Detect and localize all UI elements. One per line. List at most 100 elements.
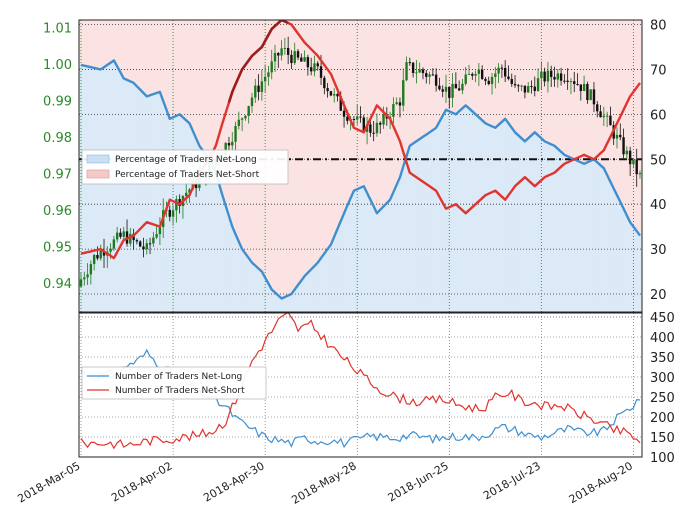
candle-body <box>563 80 566 82</box>
candle-body <box>158 227 162 235</box>
net-short-area <box>204 20 209 155</box>
trader-count-panel: 450 400 350 300 250 200 150 100 Number o… <box>78 311 675 466</box>
net-long-area <box>585 162 590 312</box>
candle-body <box>79 279 83 287</box>
candle-body <box>408 62 412 64</box>
net-short-area <box>105 20 110 65</box>
net-long-area <box>131 82 136 312</box>
net-long-area <box>224 205 228 312</box>
net-long-area <box>201 150 205 312</box>
net-long-area <box>572 159 577 312</box>
net-long-area <box>638 235 642 312</box>
candle-body <box>346 116 349 121</box>
candle-body <box>510 78 513 84</box>
percentage-lines <box>80 20 641 300</box>
net-long-area <box>118 72 123 312</box>
candle-body <box>592 89 596 105</box>
candle-body <box>523 85 527 93</box>
net-long-area <box>260 271 265 312</box>
net-long-area <box>506 123 511 312</box>
net-long-area <box>266 283 271 312</box>
candle-body <box>622 137 625 155</box>
net-short-area <box>454 20 459 115</box>
net-long-area <box>427 132 432 312</box>
net-long-area <box>217 183 222 312</box>
net-long-area <box>115 66 120 312</box>
net-long-area <box>408 145 413 312</box>
candle-body <box>316 63 319 67</box>
net-short-area <box>184 20 189 121</box>
net-long-area <box>283 297 288 312</box>
candle-body <box>500 67 504 69</box>
candle-body <box>428 74 431 77</box>
net-long-area <box>151 94 156 312</box>
net-short-area <box>329 20 334 245</box>
net-long-area <box>411 143 416 312</box>
net-short-area <box>618 20 623 202</box>
net-long-area <box>102 67 107 312</box>
net-short-area <box>316 20 320 263</box>
net-short-area <box>154 20 159 93</box>
net-long-percentage-line <box>80 59 641 300</box>
price-tick: 1.01 <box>43 21 72 36</box>
net-short-area <box>309 20 314 270</box>
net-long-area <box>214 172 219 312</box>
candle-body <box>576 84 579 86</box>
net-short-area <box>523 20 528 142</box>
net-short-area <box>240 20 245 250</box>
top-legend-box <box>81 149 289 185</box>
candle-body <box>379 122 382 125</box>
candle-body <box>573 81 576 85</box>
candle-body <box>431 74 435 76</box>
candle-body <box>257 85 260 92</box>
candle-body <box>602 115 606 118</box>
date-axis: 2018-Mar-05 2018-Apr-02 2018-Apr-30 2018… <box>15 459 635 507</box>
candle-body <box>582 83 586 92</box>
net-short-area <box>125 20 130 80</box>
net-long-area <box>621 208 626 312</box>
net-long-area <box>457 111 462 312</box>
candle-body <box>293 51 296 64</box>
net-long-area <box>230 226 235 312</box>
net-long-area <box>312 265 317 312</box>
candle-body <box>254 85 257 98</box>
net-long-area <box>299 280 304 312</box>
candle-body <box>405 62 408 81</box>
net-short-area <box>312 20 317 266</box>
net-long-area <box>529 135 534 312</box>
percentage-tick: 30 <box>650 243 667 258</box>
net-short-area <box>598 20 603 166</box>
net-long-area <box>470 111 475 312</box>
candle-body <box>112 239 116 249</box>
candle-body <box>336 94 339 97</box>
net-short-area <box>145 20 150 97</box>
net-short-area <box>250 20 255 263</box>
net-short-area <box>533 20 538 133</box>
count-tick: 400 <box>650 331 675 346</box>
net-long-area <box>381 206 386 312</box>
net-short-area <box>602 20 607 169</box>
net-long-area <box>105 64 110 312</box>
candle-body <box>250 97 254 107</box>
candle-body <box>270 61 273 73</box>
net-short-area <box>286 20 291 296</box>
net-long-area <box>441 115 445 312</box>
net-long-area <box>493 127 498 312</box>
net-short-area <box>99 20 103 70</box>
net-long-area <box>602 168 607 312</box>
net-long-area <box>533 132 538 312</box>
percentage-tick: 40 <box>650 198 667 213</box>
candle-body <box>155 234 158 238</box>
net-short-swatch <box>86 169 110 179</box>
net-long-area <box>306 272 311 312</box>
candle-body <box>599 111 602 118</box>
net-short-area <box>628 20 633 223</box>
net-long-area <box>128 81 133 312</box>
net-long-area <box>339 221 344 312</box>
candle-body <box>402 80 405 106</box>
net-short-area <box>562 20 567 155</box>
count-tick: 350 <box>650 351 675 366</box>
net-short-area <box>164 20 169 110</box>
net-short-area <box>181 20 186 118</box>
